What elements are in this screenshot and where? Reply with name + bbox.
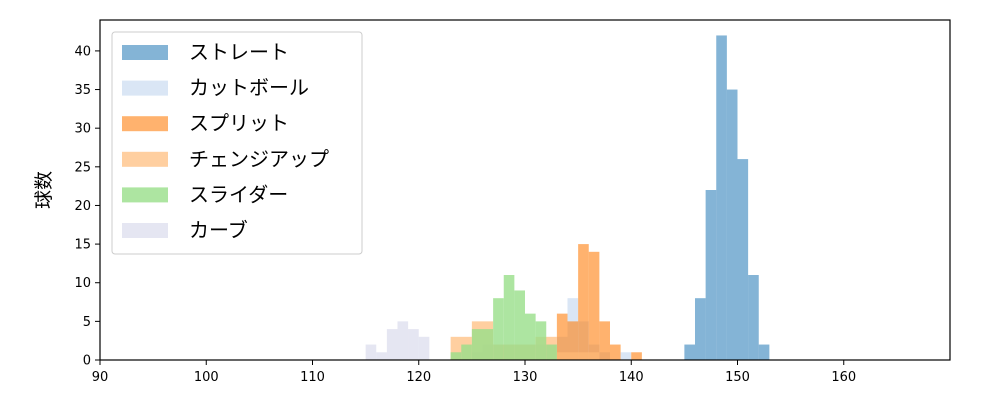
legend-label-0: ストレート	[189, 40, 289, 64]
bar-4-6	[514, 290, 525, 360]
histogram-bars	[365, 35, 770, 361]
bar-4-5	[503, 275, 515, 360]
bar-2-0	[556, 313, 568, 360]
bar-4-9	[546, 344, 557, 360]
x-tick-label-0: 90	[92, 370, 109, 385]
y-tick-label-1: 5	[83, 315, 91, 330]
bar-0-3	[716, 35, 727, 361]
x-axis: 90 100 110 120 130 140 150 160	[92, 360, 856, 385]
y-tick-label-6: 30	[74, 122, 91, 137]
x-tick-label-2: 110	[300, 370, 325, 385]
bar-5-5	[418, 336, 430, 360]
y-tick-label-8: 40	[74, 44, 91, 59]
bar-2-1	[567, 321, 579, 360]
bar-2-3	[588, 251, 600, 360]
legend-label-2: スプリット	[189, 111, 289, 135]
x-tick-label-6: 150	[725, 370, 750, 385]
y-tick-label-4: 20	[74, 199, 91, 214]
bar-0-4	[726, 89, 738, 360]
y-tick-label-0: 0	[83, 354, 91, 369]
y-tick-label-3: 15	[74, 238, 91, 253]
x-tick-label-3: 120	[406, 370, 431, 385]
y-axis-label: 球数	[33, 171, 55, 209]
bar-2-2	[578, 244, 589, 360]
legend-box	[111, 31, 363, 255]
legend-swatch-3	[122, 151, 168, 167]
x-tick-label-5: 140	[619, 370, 644, 385]
bar-0-5	[737, 159, 749, 360]
legend-swatch-1	[122, 80, 168, 96]
bar-5-0	[365, 344, 377, 360]
legend-label-1: カットボール	[189, 76, 309, 100]
bar-0-0	[684, 344, 695, 360]
bar-2-6	[631, 352, 642, 360]
bar-0-7	[758, 344, 770, 360]
legend-swatch-0	[122, 45, 168, 60]
y-tick-label-7: 35	[74, 83, 91, 98]
bar-1-13	[620, 352, 632, 360]
bar-4-2	[471, 329, 483, 360]
bar-5-4	[408, 329, 419, 360]
bar-4-4	[493, 298, 504, 360]
legend-label-3: チェンジアップ	[189, 147, 329, 171]
bar-2-5	[610, 344, 621, 360]
legend-swatch-4	[122, 187, 168, 203]
x-tick-label-7: 160	[831, 370, 856, 385]
legend-label-4: スライダー	[189, 182, 288, 206]
legend-swatch-2	[122, 116, 168, 132]
x-tick-label-1: 100	[194, 370, 219, 385]
bar-0-6	[748, 275, 759, 360]
bar-4-1	[461, 344, 472, 360]
bar-2-4	[599, 321, 610, 360]
y-tick-label-5: 25	[74, 160, 91, 175]
bar-4-0	[450, 352, 462, 360]
bar-0-2	[705, 190, 717, 360]
legend-label-5: カーブ	[189, 218, 248, 242]
y-tick-label-2: 10	[74, 276, 91, 291]
x-tick-label-4: 130	[513, 370, 538, 385]
bar-5-1	[376, 352, 387, 360]
bar-5-3	[397, 321, 409, 360]
bar-4-7	[525, 313, 536, 360]
bar-3-5	[556, 352, 579, 360]
y-axis: 0 5 10 15 20 25 30 35 40	[74, 44, 100, 369]
bar-3-6	[578, 352, 600, 360]
bar-0-1	[695, 298, 706, 360]
bar-4-3	[482, 329, 494, 360]
bar-4-8	[535, 321, 547, 360]
legend-swatch-5	[122, 223, 168, 238]
bar-5-2	[386, 329, 398, 360]
